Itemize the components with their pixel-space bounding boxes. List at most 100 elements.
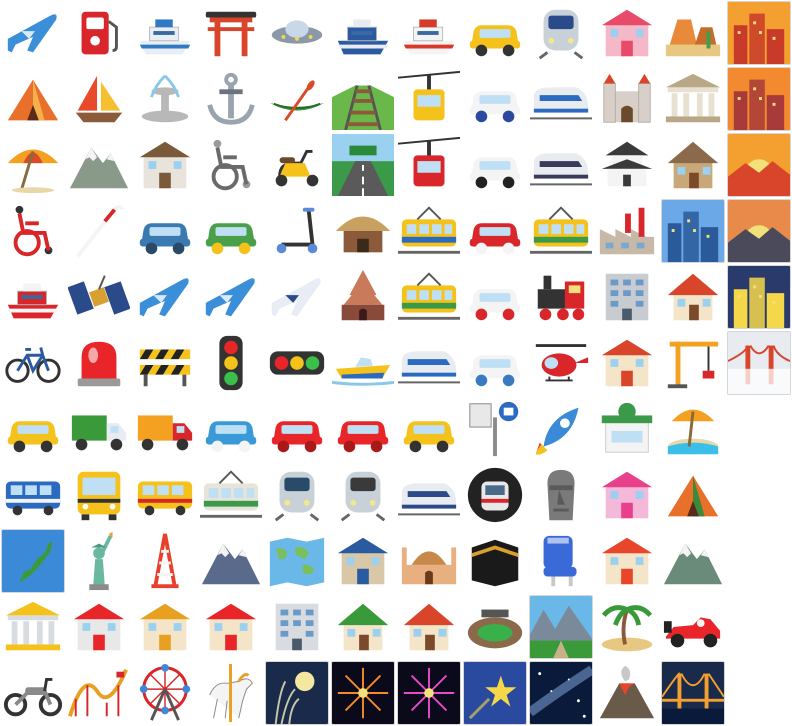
speedboat-icon [331,331,395,395]
oncoming-taxi-icon [463,1,527,65]
helicopter-icon [529,331,593,395]
light-rail-icon [265,463,329,527]
construction-barrier-icon [133,331,197,395]
post-office-icon [133,595,197,659]
fireworks-icon [331,661,395,725]
oncoming-automobile-icon [331,397,395,461]
sparkler-icon [397,661,461,725]
mountain-cableway-icon [397,67,461,131]
bus-icon [133,463,197,527]
office-building-icon [595,265,659,329]
fuel-pump-icon [67,1,131,65]
map-of-japan-icon [1,529,65,593]
fountain-icon [133,67,197,131]
tram-icon [529,199,593,263]
airplane-arrival-icon [199,265,263,329]
stadium-icon [463,595,527,659]
school-icon [595,331,659,395]
convenience-store-icon [595,397,659,461]
world-map-icon [265,529,329,593]
wedding-chapel-icon [595,1,659,65]
shooting-star-icon [463,661,527,725]
recreational-vehicle-icon [199,397,263,461]
oncoming-bus-icon [67,463,131,527]
construction-crane-icon [661,331,725,395]
volcano-icon [595,661,659,725]
carousel-horse-icon [199,661,263,725]
snow-capped-mountain-icon [661,529,725,593]
hut-icon [331,199,395,263]
desert-island-icon [595,595,659,659]
office-building-icon [265,595,329,659]
tram-car-icon [397,199,461,263]
kaaba-icon [463,529,527,593]
minibus-icon [463,331,527,395]
motorway-icon [331,133,395,197]
sunrise-over-mountains-icon [727,199,791,263]
oncoming-police-car-icon [463,67,527,131]
ferry-icon [133,1,197,65]
derelict-house-icon [661,133,725,197]
japanese-post-office-icon [199,595,263,659]
foggy-bridge-icon [727,331,791,395]
railway-car-icon [199,463,263,527]
roller-coaster-icon [67,661,131,725]
city-at-dusk-icon [727,67,791,131]
house-icon [397,595,461,659]
bullet-train-side-icon [529,67,593,131]
fire-engine-icon [463,199,527,263]
tent-icon [1,67,65,131]
statue-of-liberty-icon [67,529,131,593]
camping-icon [661,463,725,527]
articulated-lorry-icon [67,397,131,461]
delivery-truck-icon [133,397,197,461]
night-with-stars-icon [727,265,791,329]
mountain-icon [67,133,131,197]
trolleybus-icon [1,463,65,527]
cruise-ship-icon [1,265,65,329]
bank-icon [1,595,65,659]
ambulance-icon [463,265,527,329]
canoe-icon [265,67,329,131]
synagogue-icon [331,529,395,593]
metro-icon [397,463,461,527]
passenger-ship-icon [397,1,461,65]
station-icon [331,463,395,527]
ferris-wheel-icon [133,661,197,725]
vertical-traffic-light-icon [199,331,263,395]
police-light-icon [67,331,131,395]
rocket-icon [529,397,593,461]
tractor-icon [1,397,65,461]
automobile-icon [265,397,329,461]
white-cane-icon [67,199,131,263]
tokyo-tower-icon [133,529,197,593]
milky-way-icon [529,661,593,725]
seat-icon [529,529,593,593]
train-icon [463,463,527,527]
taxi-icon [397,397,461,461]
pickup-truck-icon [133,199,197,263]
japanese-castle-icon [595,133,659,197]
satellite-icon [67,265,131,329]
racing-car-icon [661,595,725,659]
airplane-departure-icon [133,265,197,329]
mosque-icon [397,529,461,593]
mount-fuji-icon [199,529,263,593]
kick-scooter-icon [265,199,329,263]
sunset-city-icon [727,1,791,65]
airplane-icon [1,1,65,65]
police-car-icon [463,133,527,197]
motorized-wheelchair-icon [1,199,65,263]
sailboat-icon [67,67,131,131]
desert-icon [661,1,725,65]
wheelchair-icon [199,133,263,197]
monorail-icon [397,331,461,395]
high-speed-train-front-icon [529,1,593,65]
moai-icon [529,463,593,527]
hotel-icon [595,529,659,593]
moon-viewing-ceremony-icon [265,661,329,725]
bullet-train-icon [529,133,593,197]
auto-rickshaw-icon [199,199,263,263]
flying-saucer-icon [265,1,329,65]
